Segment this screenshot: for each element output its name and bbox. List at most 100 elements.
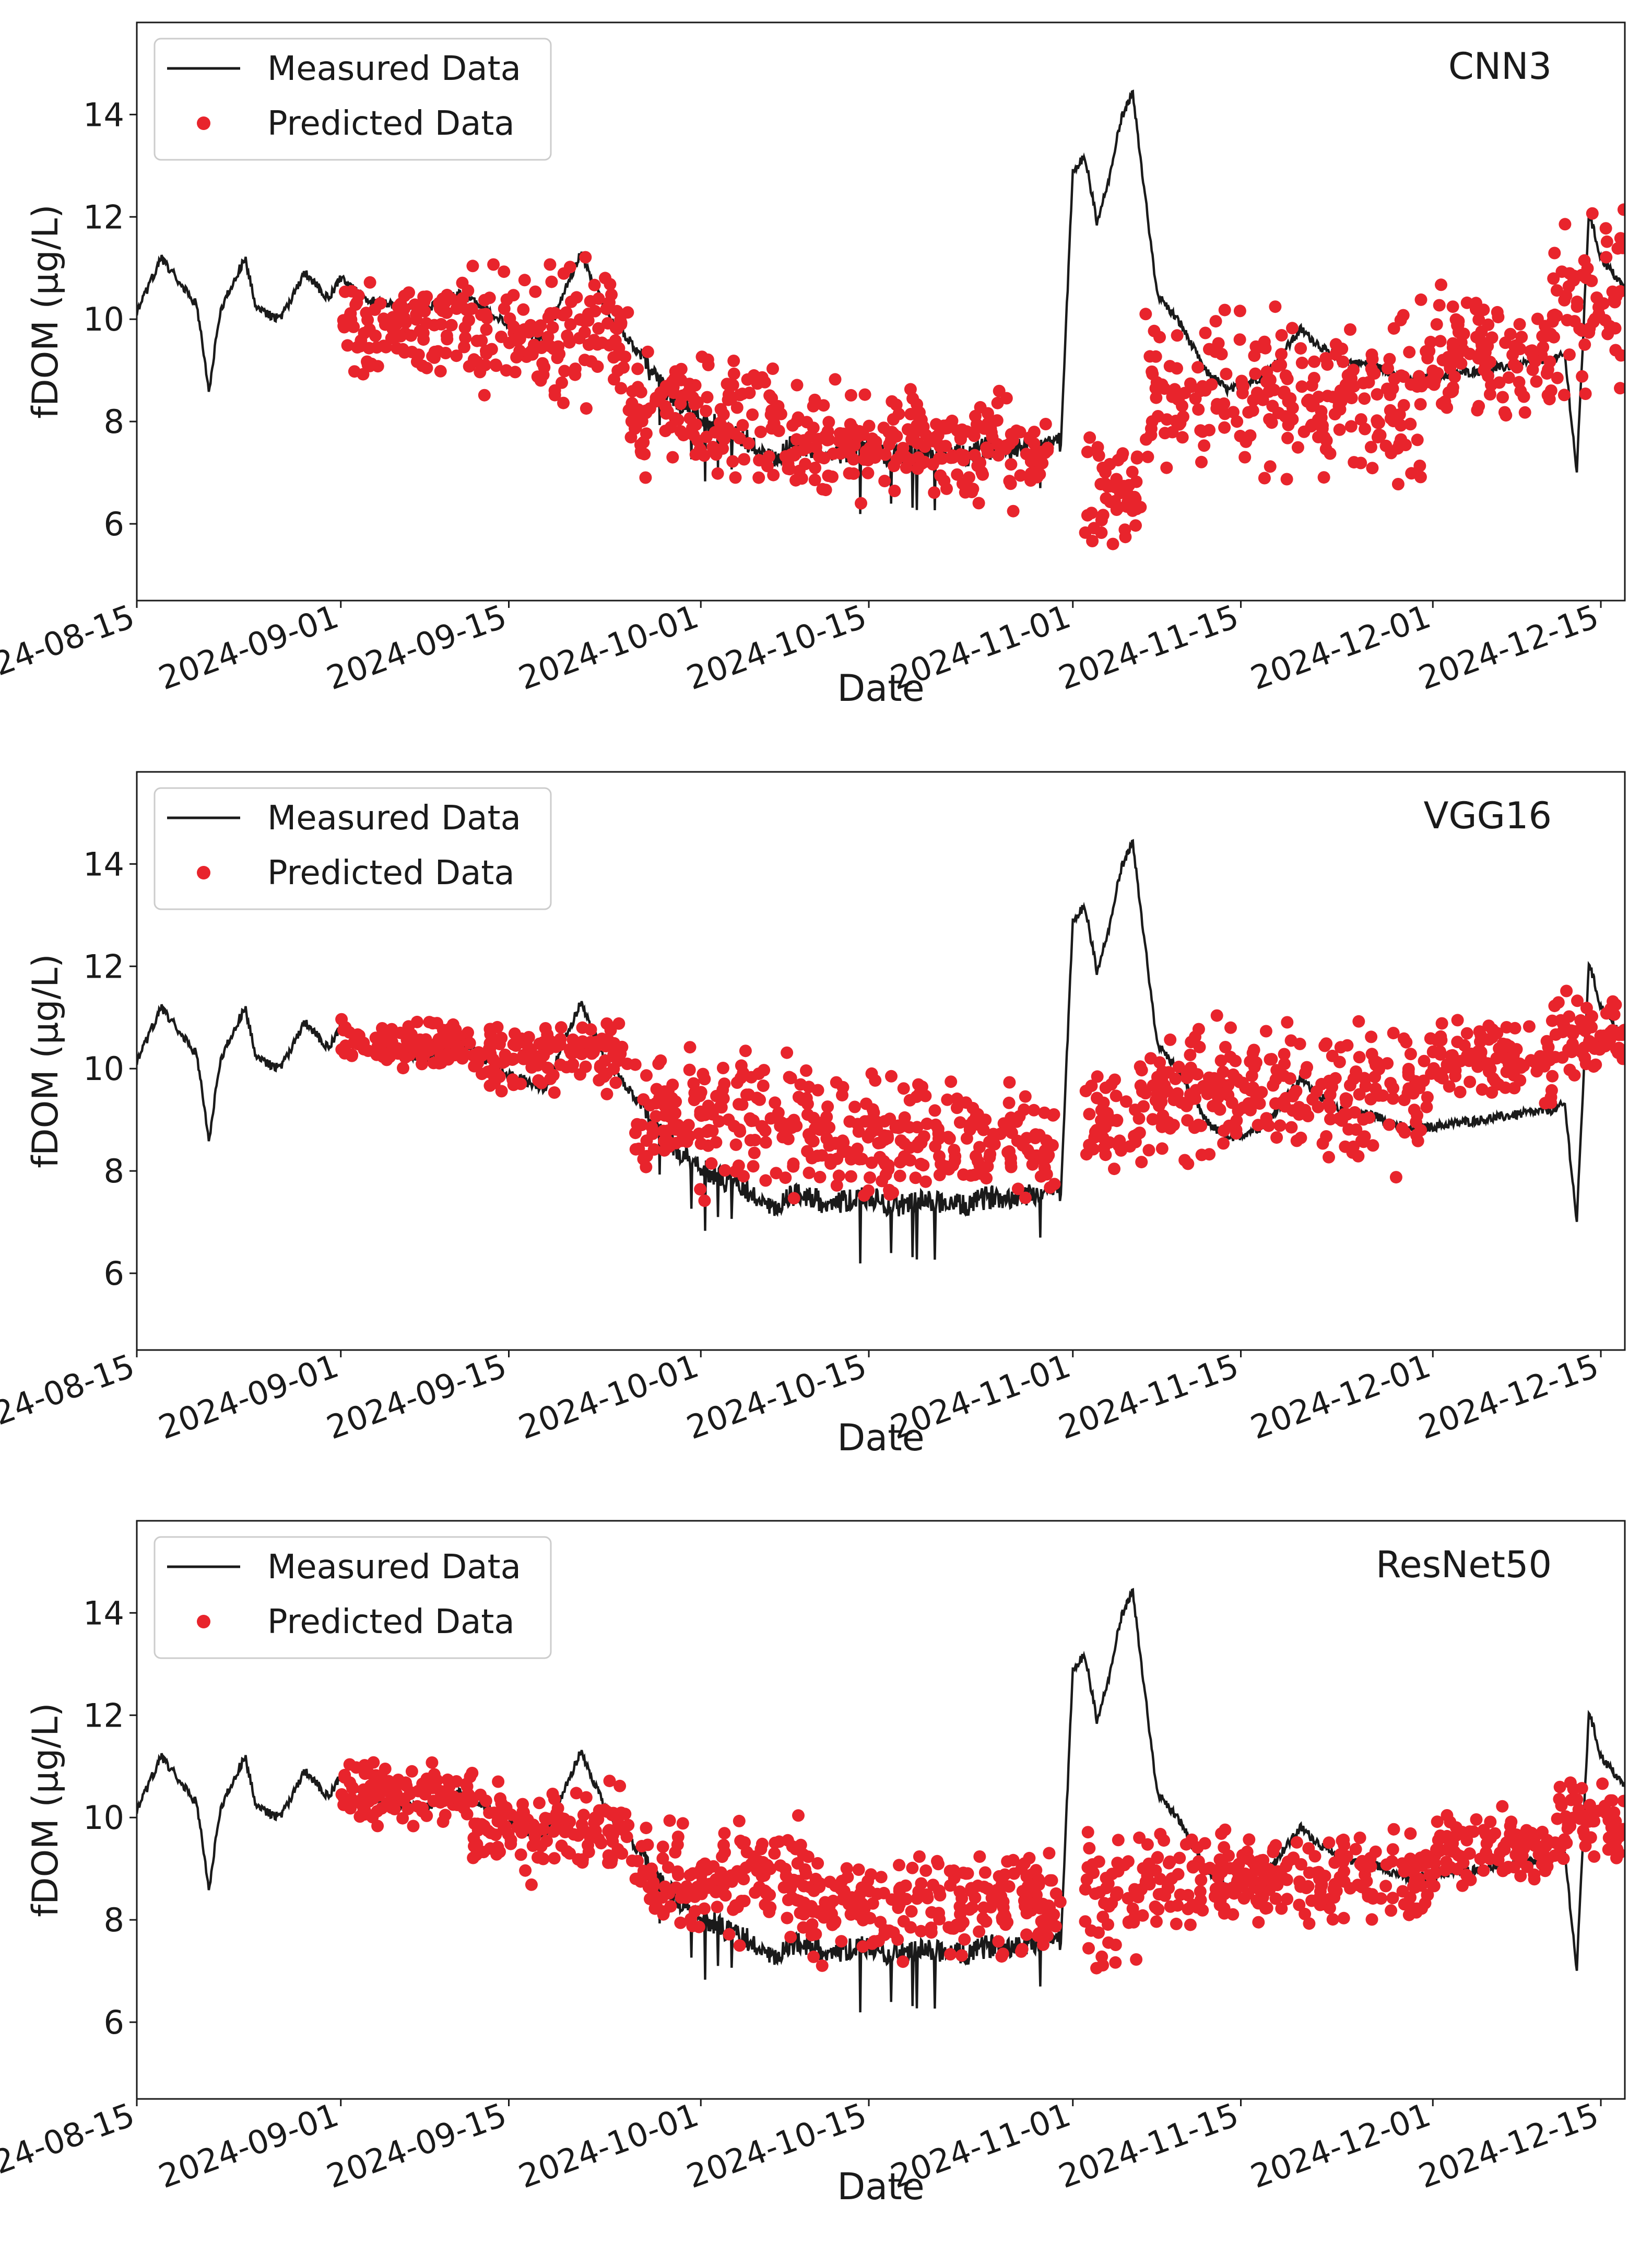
predicted-point: [911, 462, 924, 475]
predicted-point: [862, 1131, 875, 1144]
predicted-point: [862, 466, 875, 479]
predicted-point: [1171, 329, 1184, 342]
predicted-point: [1364, 441, 1377, 454]
predicted-point: [1430, 318, 1443, 331]
predicted-point: [747, 1160, 760, 1173]
predicted-point: [883, 1183, 895, 1196]
predicted-point: [514, 1848, 527, 1861]
predicted-point: [1223, 1119, 1236, 1132]
predicted-point: [865, 1868, 878, 1881]
predicted-point: [1576, 370, 1589, 383]
predicted-point: [718, 433, 730, 445]
predicted-point: [1387, 1823, 1400, 1836]
predicted-point: [1160, 461, 1173, 474]
predicted-point: [1247, 1043, 1260, 1057]
predicted-point: [635, 415, 648, 428]
predicted-point: [944, 1879, 957, 1892]
predicted-point: [416, 1058, 428, 1071]
predicted-point: [845, 1153, 857, 1166]
predicted-point: [1314, 1873, 1327, 1886]
predicted-point: [1168, 383, 1181, 396]
predicted-point: [1135, 1156, 1148, 1169]
predicted-point: [753, 454, 766, 467]
predicted-point: [410, 313, 423, 326]
predicted-point: [1007, 1853, 1020, 1867]
predicted-point: [369, 330, 382, 342]
predicted-point: [1354, 413, 1367, 426]
predicted-point: [385, 1027, 398, 1040]
predicted-point: [1229, 1054, 1242, 1067]
plot-frame: [136, 1520, 1626, 2100]
predicted-point: [546, 321, 559, 334]
predicted-point: [537, 1049, 550, 1062]
x-tick-label: 2024-12-15: [1414, 597, 1604, 697]
predicted-point: [441, 1036, 454, 1049]
predicted-point: [1258, 472, 1271, 485]
predicted-point: [615, 316, 628, 330]
y-axis-label: fDOM (μg/L): [25, 204, 66, 418]
predicted-point: [624, 431, 638, 444]
predicted-point: [1498, 406, 1511, 419]
predicted-point: [909, 1171, 922, 1184]
predicted-point: [1024, 467, 1037, 480]
predicted-point: [1420, 1100, 1433, 1113]
predicted-point: [683, 1041, 697, 1054]
predicted-point: [1350, 1123, 1363, 1136]
predicted-point: [846, 422, 859, 435]
predicted-point: [900, 1119, 912, 1132]
predicted-point: [1602, 1843, 1615, 1856]
predicted-point: [851, 1142, 864, 1155]
predicted-point: [1583, 1035, 1596, 1048]
plot-frame: [136, 21, 1626, 602]
predicted-point: [436, 1815, 450, 1828]
predicted-point: [1217, 1137, 1230, 1150]
predicted-point: [894, 448, 907, 461]
predicted-point: [1150, 391, 1163, 404]
predicted-point: [933, 1150, 946, 1163]
predicted-point: [1162, 1882, 1175, 1895]
predicted-point: [733, 1939, 746, 1952]
predicted-point: [914, 1924, 927, 1938]
predicted-point: [548, 1852, 561, 1865]
predicted-point: [1176, 431, 1189, 444]
predicted-point: [1230, 1864, 1243, 1877]
predicted-point: [563, 261, 576, 274]
predicted-point: [1225, 1096, 1238, 1109]
predicted-point: [769, 1836, 782, 1849]
predicted-point: [1318, 1039, 1331, 1052]
predicted-point: [1177, 410, 1189, 423]
predicted-point: [1504, 1820, 1517, 1833]
predicted-point: [727, 355, 740, 367]
predicted-point: [1240, 435, 1253, 448]
predicted-point: [1152, 1903, 1165, 1916]
predicted-point: [804, 430, 817, 443]
predicted-point: [1427, 1880, 1441, 1893]
predicted-point: [820, 1110, 833, 1123]
predicted-point: [1586, 207, 1599, 220]
predicted-point: [1410, 1906, 1423, 1919]
predicted-point: [754, 426, 767, 438]
predicted-point: [1081, 1826, 1094, 1839]
predicted-point: [767, 468, 780, 482]
predicted-point: [1617, 1794, 1625, 1808]
predicted-point: [823, 1875, 836, 1888]
predicted-point: [1242, 1852, 1255, 1865]
predicted-point: [405, 329, 418, 342]
predicted-point: [1140, 433, 1152, 446]
predicted-point: [910, 1090, 923, 1103]
predicted-point: [1499, 1081, 1512, 1094]
predicted-point: [1265, 1053, 1278, 1066]
y-tick-label: 6: [104, 2003, 124, 2041]
predicted-point: [1237, 1892, 1250, 1905]
predicted-point: [376, 1050, 390, 1063]
predicted-point: [955, 423, 969, 436]
predicted-point: [360, 307, 373, 320]
predicted-point: [758, 1064, 771, 1077]
predicted-point: [1478, 363, 1491, 377]
predicted-point: [1131, 450, 1144, 463]
predicted-point: [441, 333, 454, 346]
predicted-point: [500, 364, 513, 377]
predicted-point: [507, 289, 520, 302]
predicted-point: [1571, 300, 1584, 313]
predicted-point: [563, 1847, 576, 1860]
